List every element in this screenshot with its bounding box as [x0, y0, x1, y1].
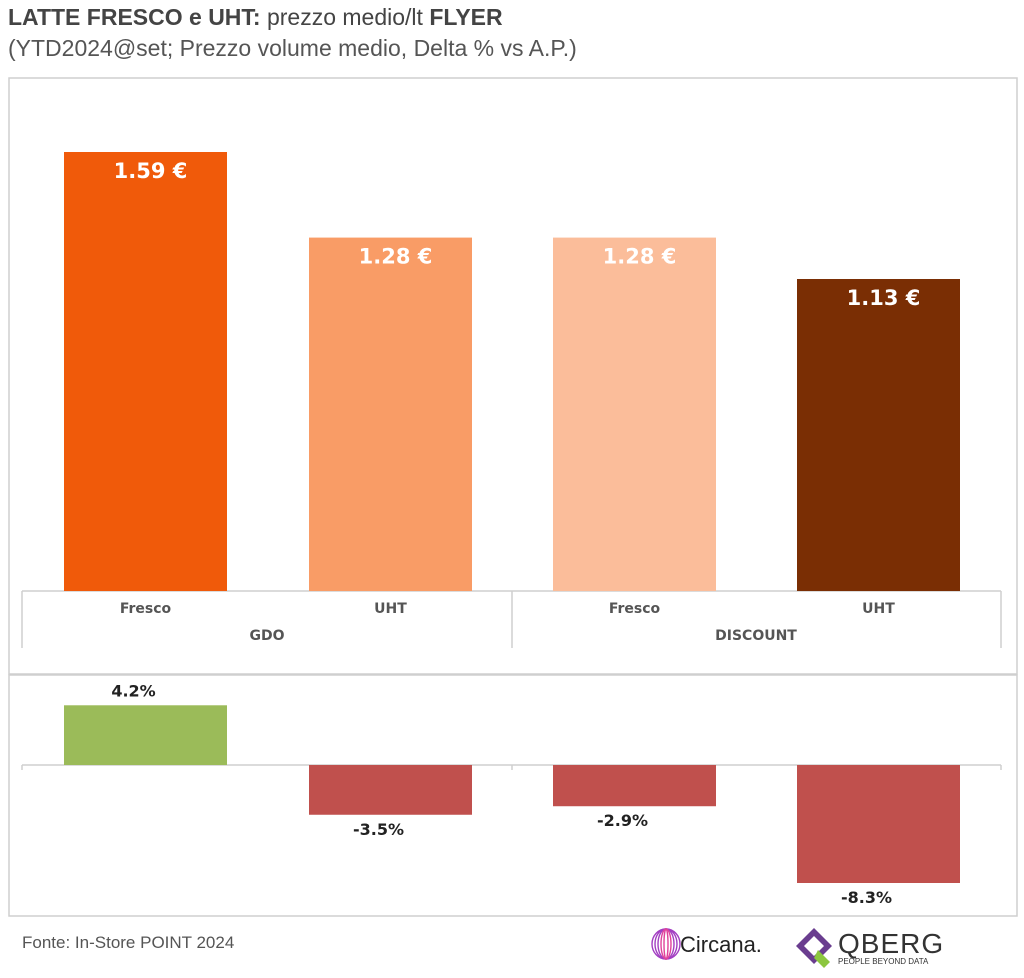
- category-label-2: UHT: [374, 601, 407, 617]
- circana-wordmark: Circana.: [680, 932, 762, 957]
- delta-panel-frame: [8, 674, 1018, 917]
- delta-bar-4: [797, 765, 960, 883]
- price-bar-1: [64, 152, 227, 591]
- delta-bar-1: [64, 705, 227, 765]
- delta-bar-3: [553, 765, 716, 807]
- qberg-wordmark: QBERG: [838, 928, 945, 959]
- title-bold: LATTE FRESCO e UHT:: [8, 4, 261, 30]
- price-value-label-3: 1.28 €: [603, 245, 677, 269]
- circana-logo: Circana.: [650, 926, 780, 966]
- qberg-mark-icon: [796, 928, 832, 968]
- group-label-discount: DISCOUNT: [715, 628, 797, 644]
- delta-value-label-3: -2.9%: [597, 811, 648, 830]
- category-label-1: Fresco: [120, 601, 172, 617]
- category-label-3: Fresco: [609, 601, 661, 617]
- price-panel-frame: [8, 77, 1018, 675]
- chart-title: LATTE FRESCO e UHT: prezzo medio/lt FLYE…: [8, 4, 503, 31]
- price-value-label-1: 1.59 €: [114, 159, 188, 183]
- price-bar-2: [309, 237, 472, 592]
- delta-value-label-2: -3.5%: [353, 820, 404, 839]
- qberg-tagline: PEOPLE BEYOND DATA: [838, 957, 929, 966]
- qberg-logo: QBERG PEOPLE BEYOND DATA: [794, 926, 944, 970]
- price-value-label-2: 1.28 €: [359, 245, 433, 269]
- delta-value-label-4: -8.3%: [841, 888, 892, 907]
- source-note: Fonte: In-Store POINT 2024: [22, 933, 235, 952]
- chart-subtitle: (YTD2024@set; Prezzo volume medio, Delta…: [8, 35, 577, 61]
- circana-mark-icon: [651, 928, 681, 960]
- title-bold-flyer: FLYER: [429, 4, 503, 30]
- price-bar-3: [553, 237, 716, 592]
- group-label-gdo: GDO: [249, 628, 284, 644]
- price-value-label-4: 1.13 €: [847, 286, 921, 310]
- category-label-4: UHT: [862, 601, 895, 617]
- delta-value-label-1: 4.2%: [111, 681, 155, 700]
- delta-bar-2: [309, 765, 472, 815]
- price-bar-4: [797, 279, 960, 591]
- title-light: prezzo medio/lt: [266, 4, 423, 30]
